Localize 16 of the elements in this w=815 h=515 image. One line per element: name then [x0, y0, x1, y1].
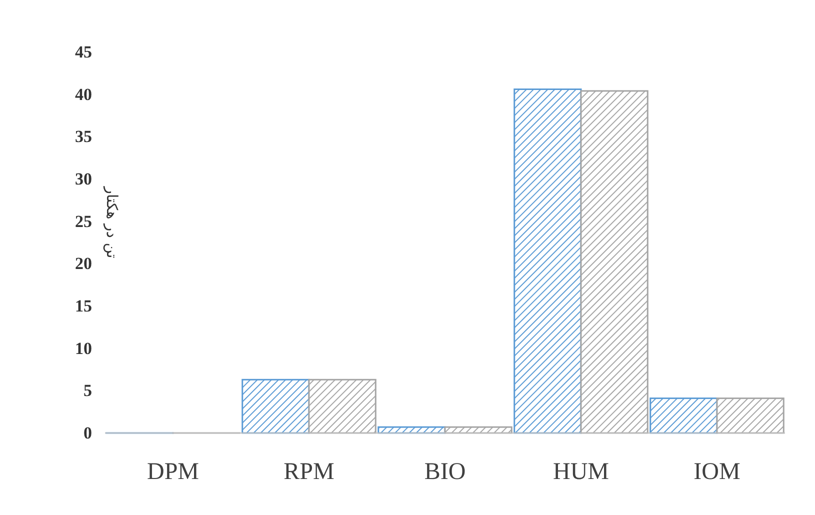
y-tick-label: 10 [75, 338, 92, 358]
y-tick-label: 25 [75, 212, 92, 231]
y-axis-title: تن در هکتار [103, 186, 121, 258]
y-tick-label: 20 [75, 254, 92, 274]
x-tick-label: HUM [552, 459, 610, 485]
x-tick-label: IOM [694, 459, 740, 485]
x-tick-label: BIO [424, 459, 466, 485]
y-tick-label: 5 [84, 381, 92, 400]
y-tick-label: 45 [75, 42, 92, 62]
y-tick-label: 0 [84, 424, 92, 442]
y-tick-label: 15 [75, 296, 92, 316]
y-tick-label: 40 [75, 84, 92, 104]
x-tick-label: DPM [146, 459, 200, 485]
y-tick-label: 35 [75, 127, 92, 146]
y-tick-label: 30 [75, 170, 92, 188]
x-tick-label: RPM [284, 459, 334, 485]
